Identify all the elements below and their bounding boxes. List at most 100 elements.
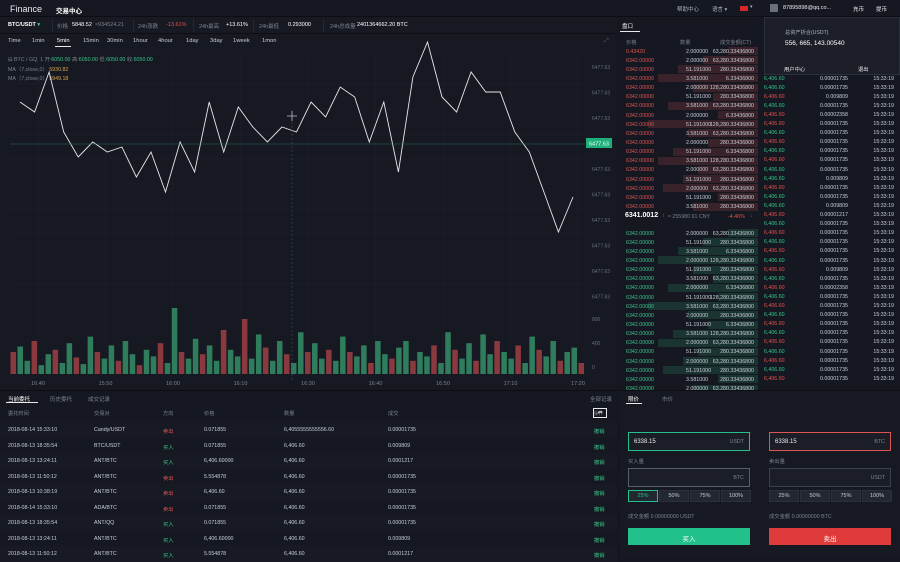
user-center-link[interactable]: 用户中心 bbox=[784, 67, 806, 73]
flag-icon[interactable] bbox=[740, 6, 748, 11]
bid-row[interactable]: 6342.00000 51.191000 280.33436800 bbox=[620, 347, 758, 357]
ask-row[interactable]: 6342.00000 2.000000 128,280.33436800 bbox=[620, 83, 758, 93]
ask-row[interactable]: 6342.00000 51.191000 280.33436800 bbox=[620, 175, 758, 184]
tab-limit[interactable]: 限价 bbox=[628, 397, 640, 403]
bid-row[interactable]: 6342.00000 3.581000 63,280.33436800 bbox=[620, 302, 758, 311]
ask-row[interactable]: 6342.00000 2.000000 63,280.33436800 bbox=[620, 56, 758, 65]
cancel-order-link[interactable]: 撤销 bbox=[594, 475, 605, 482]
nav-exchange[interactable]: 交易中心 bbox=[56, 8, 82, 15]
tab-market[interactable]: 市价 bbox=[662, 397, 674, 403]
sell-pct-75[interactable]: 75% bbox=[831, 490, 861, 502]
cancel-order-link[interactable]: 撤销 bbox=[594, 491, 605, 497]
bid-row[interactable]: 6342.00000 2.000000 280.33436800 bbox=[620, 311, 758, 320]
bid-row[interactable]: 6342.00000 3.581000 6.33436800 bbox=[620, 247, 758, 256]
tf-5min[interactable]: 5min bbox=[57, 38, 70, 44]
volume-label: 24h总成量 bbox=[330, 24, 356, 30]
ask-row[interactable]: 6342.00000 51.191000 280.33436800 bbox=[620, 92, 758, 102]
buy-pct-75[interactable]: 75% bbox=[690, 490, 720, 502]
pair-selector[interactable]: BTC/USDT ▾ bbox=[8, 22, 40, 28]
sell-pct-25[interactable]: 25% bbox=[769, 490, 799, 502]
ask-row[interactable]: 6342.00000 3.581000 63,280.33436800 bbox=[620, 101, 758, 111]
export-icon[interactable]: ⇄ bbox=[593, 408, 607, 418]
cancel-order-link[interactable]: 撤销 bbox=[594, 429, 605, 435]
tf-1day[interactable]: 1day bbox=[186, 38, 199, 44]
cancel-order-link[interactable]: 撤销 bbox=[594, 553, 605, 559]
tf-1mon[interactable]: 1mon bbox=[262, 38, 277, 44]
buy-pct-100[interactable]: 100% bbox=[721, 490, 751, 502]
bid-row[interactable]: 6342.00000 3.581000 128,280.33436800 bbox=[620, 329, 758, 339]
tf-1hour[interactable]: 1hour bbox=[133, 38, 148, 44]
tf-30min[interactable]: 30min bbox=[107, 38, 123, 44]
cancel-order-link[interactable]: 撤销 bbox=[594, 444, 605, 451]
tf-15min[interactable]: 15min bbox=[83, 38, 99, 44]
cancel-order-link[interactable]: 撤销 bbox=[594, 506, 605, 513]
brand-logo[interactable]: Finance bbox=[10, 4, 43, 14]
ask-row[interactable]: 6342.00000 2.000000 63,280.33436800 bbox=[620, 165, 758, 175]
chart-canvas[interactable]: 16:40 15:50 16:00 16:10 16:30 16:40 16:50 17:10… bbox=[0, 34, 617, 390]
sell-pct-50[interactable]: 50% bbox=[800, 490, 830, 502]
buy-amount-input[interactable]: BTC bbox=[628, 468, 750, 487]
buy-button[interactable]: 买入 bbox=[628, 528, 750, 545]
tab-current-orders[interactable]: 当前委托 bbox=[8, 397, 31, 403]
ask-row[interactable]: 6342.00000 51.191000 280.33436800 bbox=[620, 193, 758, 202]
language-select[interactable]: 语言 ▾ bbox=[712, 5, 727, 13]
sell-pct-100[interactable]: 100% bbox=[862, 490, 892, 502]
fullscreen-icon[interactable]: ⤢ bbox=[604, 38, 609, 44]
buy-price-input[interactable]: 6338.15 USDT bbox=[628, 432, 750, 451]
sell-button[interactable]: 卖出 bbox=[769, 528, 891, 545]
ask-row[interactable]: 6342.00000 3.581000 128,280.33436800 bbox=[620, 156, 758, 166]
tf-3day[interactable]: 3day bbox=[210, 38, 223, 44]
ask-row[interactable]: 0.43420 2.000000 63,280.33436800 bbox=[620, 47, 758, 56]
tf-4hour[interactable]: 4hour bbox=[158, 38, 173, 44]
bid-row[interactable]: 6342.00000 51.191000 280.33436800 bbox=[620, 366, 758, 375]
ask-row[interactable]: 6342.00000 2.000000 280.33436800 bbox=[620, 138, 758, 148]
tab-trade-records[interactable]: 成交记录 bbox=[88, 397, 111, 403]
cancel-order-link[interactable]: 撤销 bbox=[594, 537, 605, 544]
bid-row[interactable]: 6342.00000 2.000000 128,280.33436800 bbox=[620, 256, 758, 265]
depth-bar bbox=[658, 256, 758, 265]
ask-row[interactable]: 6342.00000 3.581000 63,280.33436800 bbox=[620, 129, 758, 138]
avatar[interactable] bbox=[770, 4, 778, 12]
collapse-icon[interactable]: ⊟ bbox=[8, 57, 13, 63]
logout-link[interactable]: 退出 bbox=[858, 67, 869, 73]
sell-price-input[interactable]: 6338.15 BTC bbox=[769, 432, 891, 451]
trade-price: 6,406.60 bbox=[764, 357, 785, 364]
bid-row[interactable]: 6342.00000 51.191000 280.33436800 bbox=[620, 238, 758, 247]
bid-row[interactable]: 6342.00000 51.191000 6.33436800 bbox=[620, 320, 758, 330]
withdraw-link[interactable]: 提币 bbox=[876, 7, 888, 13]
ask-row[interactable]: 6342.00000 2.000000 63,280.33436800 bbox=[620, 184, 758, 193]
kline-chart[interactable] bbox=[0, 34, 617, 390]
all-records-link[interactable]: 全部记录 bbox=[590, 397, 613, 403]
ask-row[interactable]: 6342.00000 2.000000 6.33436800 bbox=[620, 111, 758, 120]
ask-row[interactable]: 6342.00000 3.581000 280.33436800 bbox=[620, 202, 758, 212]
bid-row[interactable]: 6342.00000 3.581000 63,280.33436800 bbox=[620, 274, 758, 284]
ask-row[interactable]: 6342.00000 51.191000 128,280.33436800 bbox=[620, 120, 758, 129]
volume-bar bbox=[129, 354, 136, 374]
buy-pct-25[interactable]: 25% bbox=[628, 490, 658, 502]
ask-row[interactable]: 6342.00000 51.191000 280.33436800 bbox=[620, 65, 758, 74]
volume-bar bbox=[206, 345, 213, 374]
sell-amount-input[interactable]: USDT bbox=[769, 468, 891, 487]
cancel-order-link[interactable]: 撤销 bbox=[594, 460, 605, 466]
cancel-order-link[interactable]: 撤销 bbox=[594, 522, 605, 528]
recharge-link[interactable]: 充币 bbox=[853, 7, 865, 13]
bid-row[interactable]: 6342.00000 2.000000 6.33436800 bbox=[620, 283, 758, 293]
ask-row[interactable]: 6342.00000 3.581000 6.33436800 bbox=[620, 74, 758, 83]
tf-1min[interactable]: 1min bbox=[32, 38, 45, 44]
ob-total: 63,280.33436800 bbox=[712, 103, 754, 110]
buy-pct-50[interactable]: 50% bbox=[659, 490, 689, 502]
bid-row[interactable]: 6342.00000 3.581000 280.33436800 bbox=[620, 375, 758, 384]
ask-row[interactable]: 6342.00000 51.191000 6.33436800 bbox=[620, 147, 758, 157]
bid-row[interactable]: 6342.00000 51.191000 280.33436800 bbox=[620, 265, 758, 275]
tf-time[interactable]: Time bbox=[8, 38, 21, 44]
tab-history-orders[interactable]: 历史委托 bbox=[50, 397, 73, 403]
order-time: 2018-08-14 15:33:10 bbox=[8, 427, 58, 433]
user-email[interactable]: 87895898@qq.co... bbox=[783, 5, 832, 11]
bid-row[interactable]: 6342.00000 51.191000 128,280.33436800 bbox=[620, 293, 758, 302]
help-link[interactable]: 帮助中心 bbox=[677, 7, 700, 13]
tf-1week[interactable]: 1week bbox=[233, 38, 250, 44]
